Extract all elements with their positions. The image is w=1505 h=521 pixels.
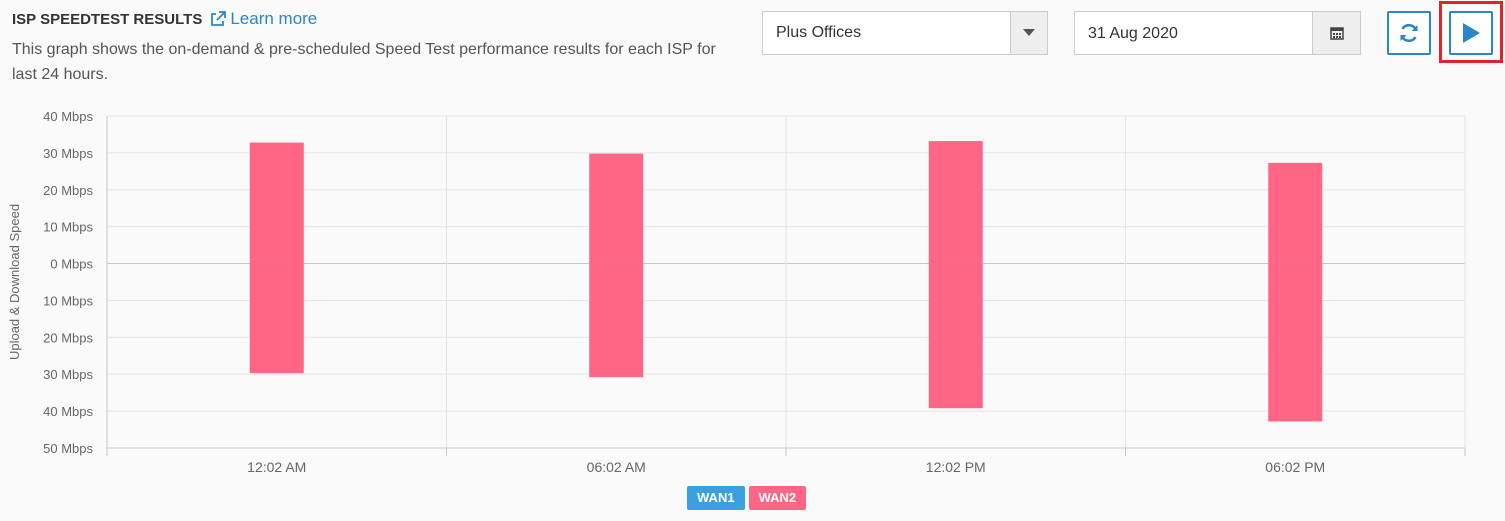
y-tick-label: 30 Mbps — [43, 367, 93, 382]
y-axis-title: Upload & Download Speed — [7, 204, 22, 360]
office-select[interactable]: Plus Offices — [762, 11, 1048, 55]
x-tick-label: 06:02 PM — [1265, 459, 1325, 475]
learn-more-label: Learn more — [230, 9, 318, 28]
bar-upload-wan2 — [589, 153, 644, 264]
refresh-button[interactable] — [1387, 11, 1431, 55]
title-text: ISP SPEEDTEST RESULTS — [12, 10, 203, 28]
bar-upload-wan2 — [249, 142, 304, 264]
external-link-icon — [211, 11, 227, 26]
y-tick-label: 40 Mbps — [43, 404, 93, 419]
date-field[interactable]: 31 Aug 2020 — [1074, 11, 1361, 55]
y-tick-label: 0 Mbps — [50, 257, 93, 272]
run-button-highlight — [1439, 1, 1503, 63]
y-tick-label: 50 Mbps — [43, 441, 93, 456]
chart-legend: WAN1 WAN2 — [687, 486, 807, 510]
bar-download-wan2 — [1268, 263, 1323, 422]
caret-down-icon[interactable] — [1010, 12, 1047, 54]
learn-more-link[interactable]: Learn more — [210, 9, 317, 29]
y-tick-label: 40 Mbps — [43, 109, 93, 124]
bar-download-wan2 — [249, 263, 304, 374]
calendar-icon[interactable] — [1312, 12, 1360, 54]
page-description: This graph shows the on-demand & pre-sch… — [12, 41, 716, 83]
legend-wan1[interactable]: WAN1 — [687, 486, 745, 510]
bar-download-wan2 — [928, 263, 983, 409]
play-icon — [1463, 23, 1480, 43]
y-tick-label: 10 Mbps — [43, 293, 93, 308]
x-tick-label: 12:02 PM — [926, 459, 986, 475]
bar-upload-wan2 — [1268, 162, 1323, 264]
run-test-button[interactable] — [1449, 11, 1493, 55]
legend-wan2[interactable]: WAN2 — [748, 486, 807, 510]
bar-upload-wan2 — [928, 141, 983, 264]
y-tick-label: 10 Mbps — [43, 220, 93, 235]
y-tick-label: 20 Mbps — [43, 183, 93, 198]
y-tick-label: 30 Mbps — [43, 146, 93, 161]
refresh-icon — [1400, 23, 1418, 43]
office-select-value: Plus Offices — [776, 24, 862, 41]
x-tick-label: 06:02 AM — [587, 459, 646, 475]
page-title: ISP SPEEDTEST RESULTS Learn more — [12, 9, 317, 29]
x-tick-label: 12:02 AM — [247, 459, 306, 475]
y-tick-label: 20 Mbps — [43, 330, 93, 345]
date-value: 31 Aug 2020 — [1088, 25, 1178, 42]
bar-download-wan2 — [589, 263, 644, 378]
